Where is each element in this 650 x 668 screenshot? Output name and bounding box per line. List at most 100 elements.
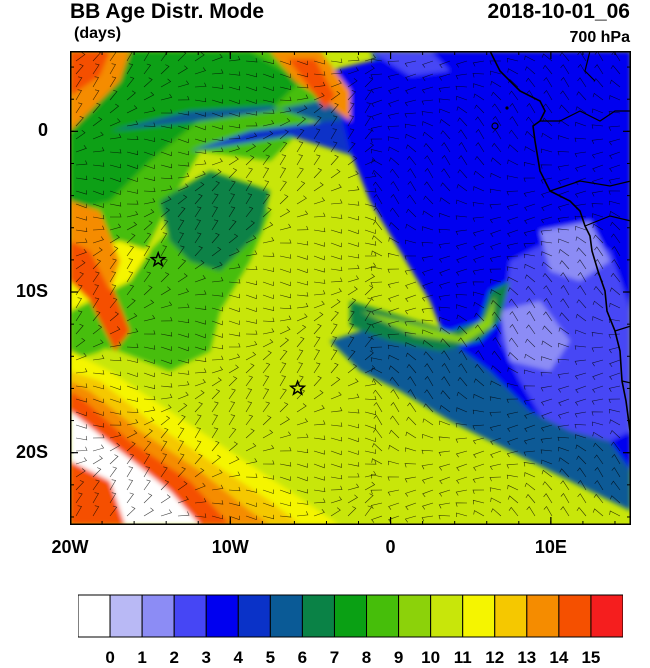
x-tick-label: 10E xyxy=(534,537,567,557)
wind-barb xyxy=(177,111,190,116)
wind-barb xyxy=(608,346,621,354)
wind-barb xyxy=(194,305,207,310)
wind-barb xyxy=(372,181,383,192)
wind-barb xyxy=(422,329,434,335)
wind-barb xyxy=(109,341,122,348)
wind-barb xyxy=(592,92,604,101)
wind-barb xyxy=(608,177,621,184)
wind-barb xyxy=(364,380,377,387)
wind-barb xyxy=(296,83,309,89)
wind-barb xyxy=(422,339,434,348)
wind-barb xyxy=(404,112,417,118)
wind-barb xyxy=(438,228,451,234)
wind-barb xyxy=(92,423,105,428)
wind-barb xyxy=(422,418,434,426)
wind-barb xyxy=(177,346,189,352)
wind-barb xyxy=(405,294,417,302)
wind-barb xyxy=(473,83,485,88)
wind-barb xyxy=(245,458,258,465)
wind-barb xyxy=(228,471,241,478)
wind-barb xyxy=(523,398,536,405)
wind-barb xyxy=(75,102,83,114)
wind-barb xyxy=(456,106,468,114)
wind-barb xyxy=(160,286,171,296)
wind-barb xyxy=(211,147,224,153)
wind-barb xyxy=(593,234,604,244)
wind-barb xyxy=(540,241,553,246)
wind-barb xyxy=(126,479,134,491)
wind-barb xyxy=(262,252,275,257)
wind-barb xyxy=(509,323,519,335)
wind-barb xyxy=(506,203,519,211)
wind-barb xyxy=(109,246,119,257)
wind-barb xyxy=(525,116,536,127)
wind-barb xyxy=(143,232,152,244)
wind-barb xyxy=(526,324,536,335)
wind-barb xyxy=(364,470,377,478)
wind-barb xyxy=(559,468,570,478)
wind-barb xyxy=(109,398,121,403)
wind-barb xyxy=(507,68,519,75)
wind-barb xyxy=(313,255,325,261)
wind-barb xyxy=(75,411,87,417)
wind-barb xyxy=(406,155,417,166)
wind-barb xyxy=(371,307,383,315)
wind-barb xyxy=(194,275,206,283)
wind-barb xyxy=(347,128,355,140)
wind-barb xyxy=(373,207,383,218)
wind-barb xyxy=(472,437,485,445)
wind-barb xyxy=(608,190,621,195)
wind-barb xyxy=(245,58,258,63)
wind-barb xyxy=(543,89,553,101)
wind-barb xyxy=(228,180,236,192)
wind-barb xyxy=(347,409,360,414)
wind-barb xyxy=(457,325,468,335)
wind-barb xyxy=(330,406,343,413)
wind-barb xyxy=(404,320,417,326)
wind-barb xyxy=(509,311,519,322)
wind-barb xyxy=(177,65,188,75)
wind-barb xyxy=(177,381,190,387)
wind-barb xyxy=(75,424,87,429)
wind-barb xyxy=(370,266,383,271)
wind-barb xyxy=(211,355,224,361)
wind-barb xyxy=(370,86,383,94)
colorbar-label: 5 xyxy=(265,648,276,667)
wind-barb xyxy=(330,507,341,517)
wind-barb xyxy=(472,409,485,415)
wind-barb xyxy=(143,198,156,205)
wind-barb xyxy=(364,115,372,127)
wind-barb xyxy=(439,420,451,426)
wind-barb xyxy=(92,259,102,270)
wind-barb xyxy=(160,78,172,88)
wind-barb xyxy=(591,124,604,129)
wind-barb xyxy=(245,294,257,300)
wind-barb xyxy=(228,456,240,465)
wind-barb xyxy=(557,151,570,156)
wind-barb xyxy=(75,435,88,441)
wind-barb xyxy=(508,298,519,309)
wind-barb xyxy=(364,102,371,114)
wind-barb xyxy=(422,476,434,484)
wind-barb xyxy=(422,433,434,439)
wind-barb xyxy=(279,60,291,66)
wind-barb xyxy=(388,307,400,315)
wind-barb xyxy=(143,107,156,114)
wind-barb xyxy=(508,78,519,88)
wind-barb xyxy=(347,185,360,192)
wind-barb xyxy=(296,324,307,335)
wind-barb xyxy=(372,389,383,400)
wind-barb xyxy=(543,505,553,517)
wind-barb xyxy=(194,52,205,62)
wind-barb xyxy=(262,489,274,494)
wind-barb xyxy=(455,229,468,236)
wind-barb xyxy=(541,132,553,140)
wind-barb xyxy=(455,73,468,80)
colorbar-label: 8 xyxy=(361,648,372,667)
wind-barb xyxy=(422,73,434,82)
wind-barb xyxy=(228,320,240,325)
wind-barb xyxy=(609,419,621,426)
wind-barb xyxy=(474,363,485,374)
wind-barb xyxy=(473,291,485,297)
wind-barb xyxy=(313,212,326,218)
